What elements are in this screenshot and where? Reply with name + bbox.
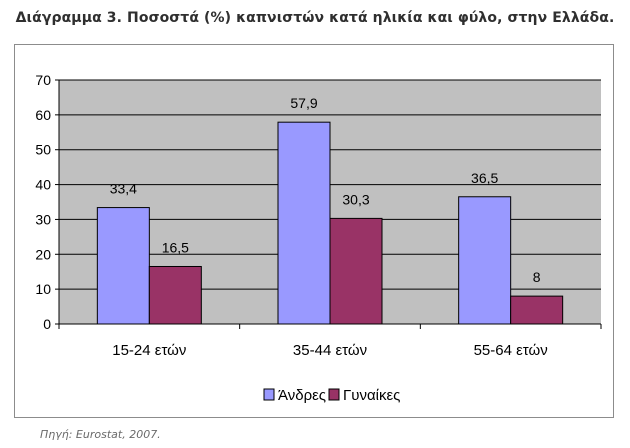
legend-label: Γυναίκες	[343, 387, 400, 404]
y-tick-label: 60	[35, 107, 51, 123]
legend-swatch-women	[328, 388, 340, 401]
legend-swatch-men	[263, 388, 275, 401]
x-category-label: 15-24 ετών	[112, 342, 186, 359]
x-category-label: 35-44 ετών	[293, 342, 367, 359]
data-label: 57,9	[290, 95, 317, 111]
bar-women	[510, 295, 564, 325]
data-label: 36,5	[471, 170, 498, 186]
y-tick-label: 0	[43, 316, 51, 332]
bar-men	[277, 121, 331, 325]
data-label: 16,5	[162, 239, 189, 255]
y-tick-label: 20	[35, 246, 51, 262]
y-tick-label: 40	[35, 177, 51, 193]
bar-women	[148, 265, 202, 325]
y-tick-label: 10	[35, 281, 51, 297]
bar-women	[329, 217, 383, 325]
y-tick-label: 50	[35, 142, 51, 158]
data-label: 30,3	[342, 191, 369, 207]
x-category-label: 55-64 ετών	[474, 342, 548, 359]
y-tick-label: 30	[35, 211, 51, 227]
bar-men	[458, 196, 512, 325]
data-label: 8	[533, 269, 541, 285]
legend-label: Άνδρες	[278, 387, 326, 404]
bar-chart: 0 10 20 30 40 50 60 70 33,4 16,5 15-24 ετών 57,9 30,…	[35, 72, 602, 404]
bar-men	[96, 207, 150, 325]
source-note: Πηγή: Eurostat, 2007.	[40, 428, 161, 441]
y-tick-label: 70	[35, 72, 51, 88]
chart-frame: 0 10 20 30 40 50 60 70 33,4 16,5 15-24 ετών 57,9 30,…	[14, 44, 614, 418]
chart-title: Διάγραμμα 3. Ποσοστά (%) καπνιστών κατά …	[15, 10, 615, 26]
data-label: 33,4	[110, 181, 137, 197]
